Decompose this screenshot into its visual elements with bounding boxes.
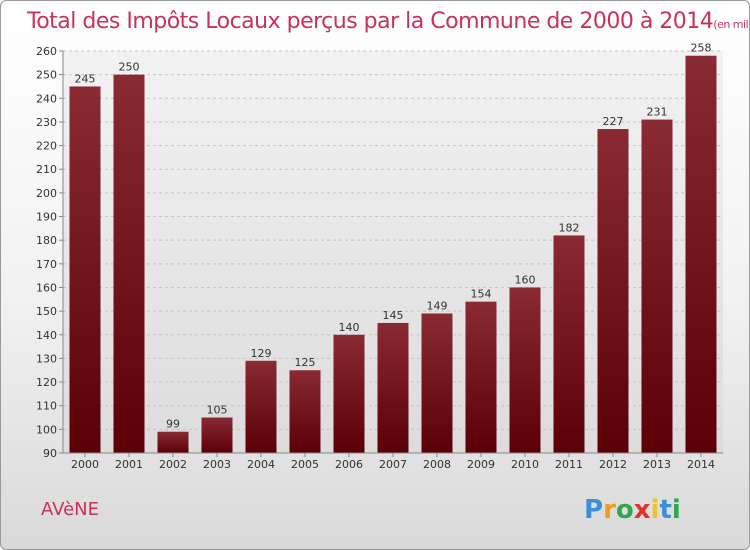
chart-subtitle: (en milliers d'€)	[713, 18, 749, 31]
bar-2005	[289, 370, 321, 453]
x-tick-label-2014: 2014	[687, 458, 715, 471]
bar-2012	[597, 129, 629, 454]
bar-2001	[113, 74, 145, 453]
y-tick-label: 150	[36, 305, 57, 318]
logo-letter: P	[584, 495, 603, 525]
y-tick-label: 250	[36, 69, 57, 82]
value-label-2006: 140	[339, 321, 360, 334]
value-label-2012: 227	[603, 115, 624, 128]
value-label-2013: 231	[647, 106, 668, 119]
x-tick-label-2005: 2005	[291, 458, 319, 471]
value-label-2008: 149	[427, 299, 448, 312]
value-label-2000: 245	[75, 72, 96, 85]
x-tick-label-2007: 2007	[379, 458, 407, 471]
x-tick-label-2000: 2000	[71, 458, 99, 471]
value-label-2003: 105	[207, 404, 228, 417]
value-label-2007: 145	[383, 309, 404, 322]
value-label-2001: 250	[119, 61, 140, 74]
x-tick-label-2008: 2008	[423, 458, 451, 471]
bar-2006	[333, 334, 365, 453]
y-tick-label: 220	[36, 140, 57, 153]
chart-title-main: Total des Impôts Locaux perçus par la Co…	[26, 9, 713, 34]
logo-letter: r	[603, 495, 616, 525]
y-tick-label: 140	[36, 329, 57, 342]
y-tick-label: 230	[36, 116, 57, 129]
value-label-2004: 129	[251, 347, 272, 360]
x-tick-label-2012: 2012	[599, 458, 627, 471]
x-tick-label-2004: 2004	[247, 458, 275, 471]
bar-2002	[157, 431, 189, 453]
y-tick-label: 100	[36, 423, 57, 436]
bar-2004	[245, 360, 277, 453]
logo-letter: o	[616, 495, 634, 525]
y-tick-label: 210	[36, 163, 57, 176]
y-tick-label: 120	[36, 376, 57, 389]
bar-2009	[465, 301, 497, 453]
bar-2010	[509, 287, 541, 453]
x-tick-label-2011: 2011	[555, 458, 583, 471]
value-label-2009: 154	[471, 288, 492, 301]
logo-letter: x	[634, 495, 651, 525]
bar-2008	[421, 313, 453, 453]
bar-2003	[201, 417, 233, 453]
value-label-2005: 125	[295, 356, 316, 369]
x-tick-label-2010: 2010	[511, 458, 539, 471]
y-tick-label: 240	[36, 92, 57, 105]
y-tick-label: 90	[43, 447, 57, 460]
bar-2007	[377, 322, 409, 453]
bar-2014	[685, 55, 717, 454]
x-tick-label-2003: 2003	[203, 458, 231, 471]
x-tick-label-2009: 2009	[467, 458, 495, 471]
y-tick-label: 180	[36, 234, 57, 247]
y-tick-label: 260	[36, 45, 57, 58]
x-axis-ticks: 2000 2001 2002 2003 2004 2005 2006 2007 2008 2009…	[71, 453, 715, 471]
logo-letter: i	[672, 495, 681, 525]
bar-2000	[69, 86, 101, 454]
logo-letter: i	[651, 495, 660, 525]
value-label-2002: 99	[166, 418, 180, 431]
y-tick-label: 190	[36, 211, 57, 224]
bar-2013	[641, 119, 673, 453]
x-tick-label-2002: 2002	[159, 458, 187, 471]
y-tick-label: 170	[36, 258, 57, 271]
bar-2011	[553, 235, 585, 453]
value-label-2010: 160	[515, 273, 536, 286]
x-tick-label-2013: 2013	[643, 458, 671, 471]
x-tick-label-2001: 2001	[115, 458, 143, 471]
chart-title: Total des Impôts Locaux perçus par la Co…	[26, 9, 749, 34]
y-axis-ticks: 90 100 110 120 130 140 150 160 170 180 190 200 210 22…	[36, 45, 63, 460]
proxiti-logo: Proxiti	[584, 495, 681, 525]
bars: 245 250 99 105 129 125 140 145 149 154 160 182 227 23…	[69, 42, 717, 454]
value-label-2014: 258	[691, 42, 712, 55]
y-tick-label: 110	[36, 400, 57, 413]
y-tick-label: 200	[36, 187, 57, 200]
logo-letter: t	[659, 495, 671, 525]
y-tick-label: 130	[36, 352, 57, 365]
commune-name: AVèNE	[41, 499, 99, 520]
y-tick-label: 160	[36, 281, 57, 294]
x-tick-label-2006: 2006	[335, 458, 363, 471]
value-label-2011: 182	[559, 221, 580, 234]
